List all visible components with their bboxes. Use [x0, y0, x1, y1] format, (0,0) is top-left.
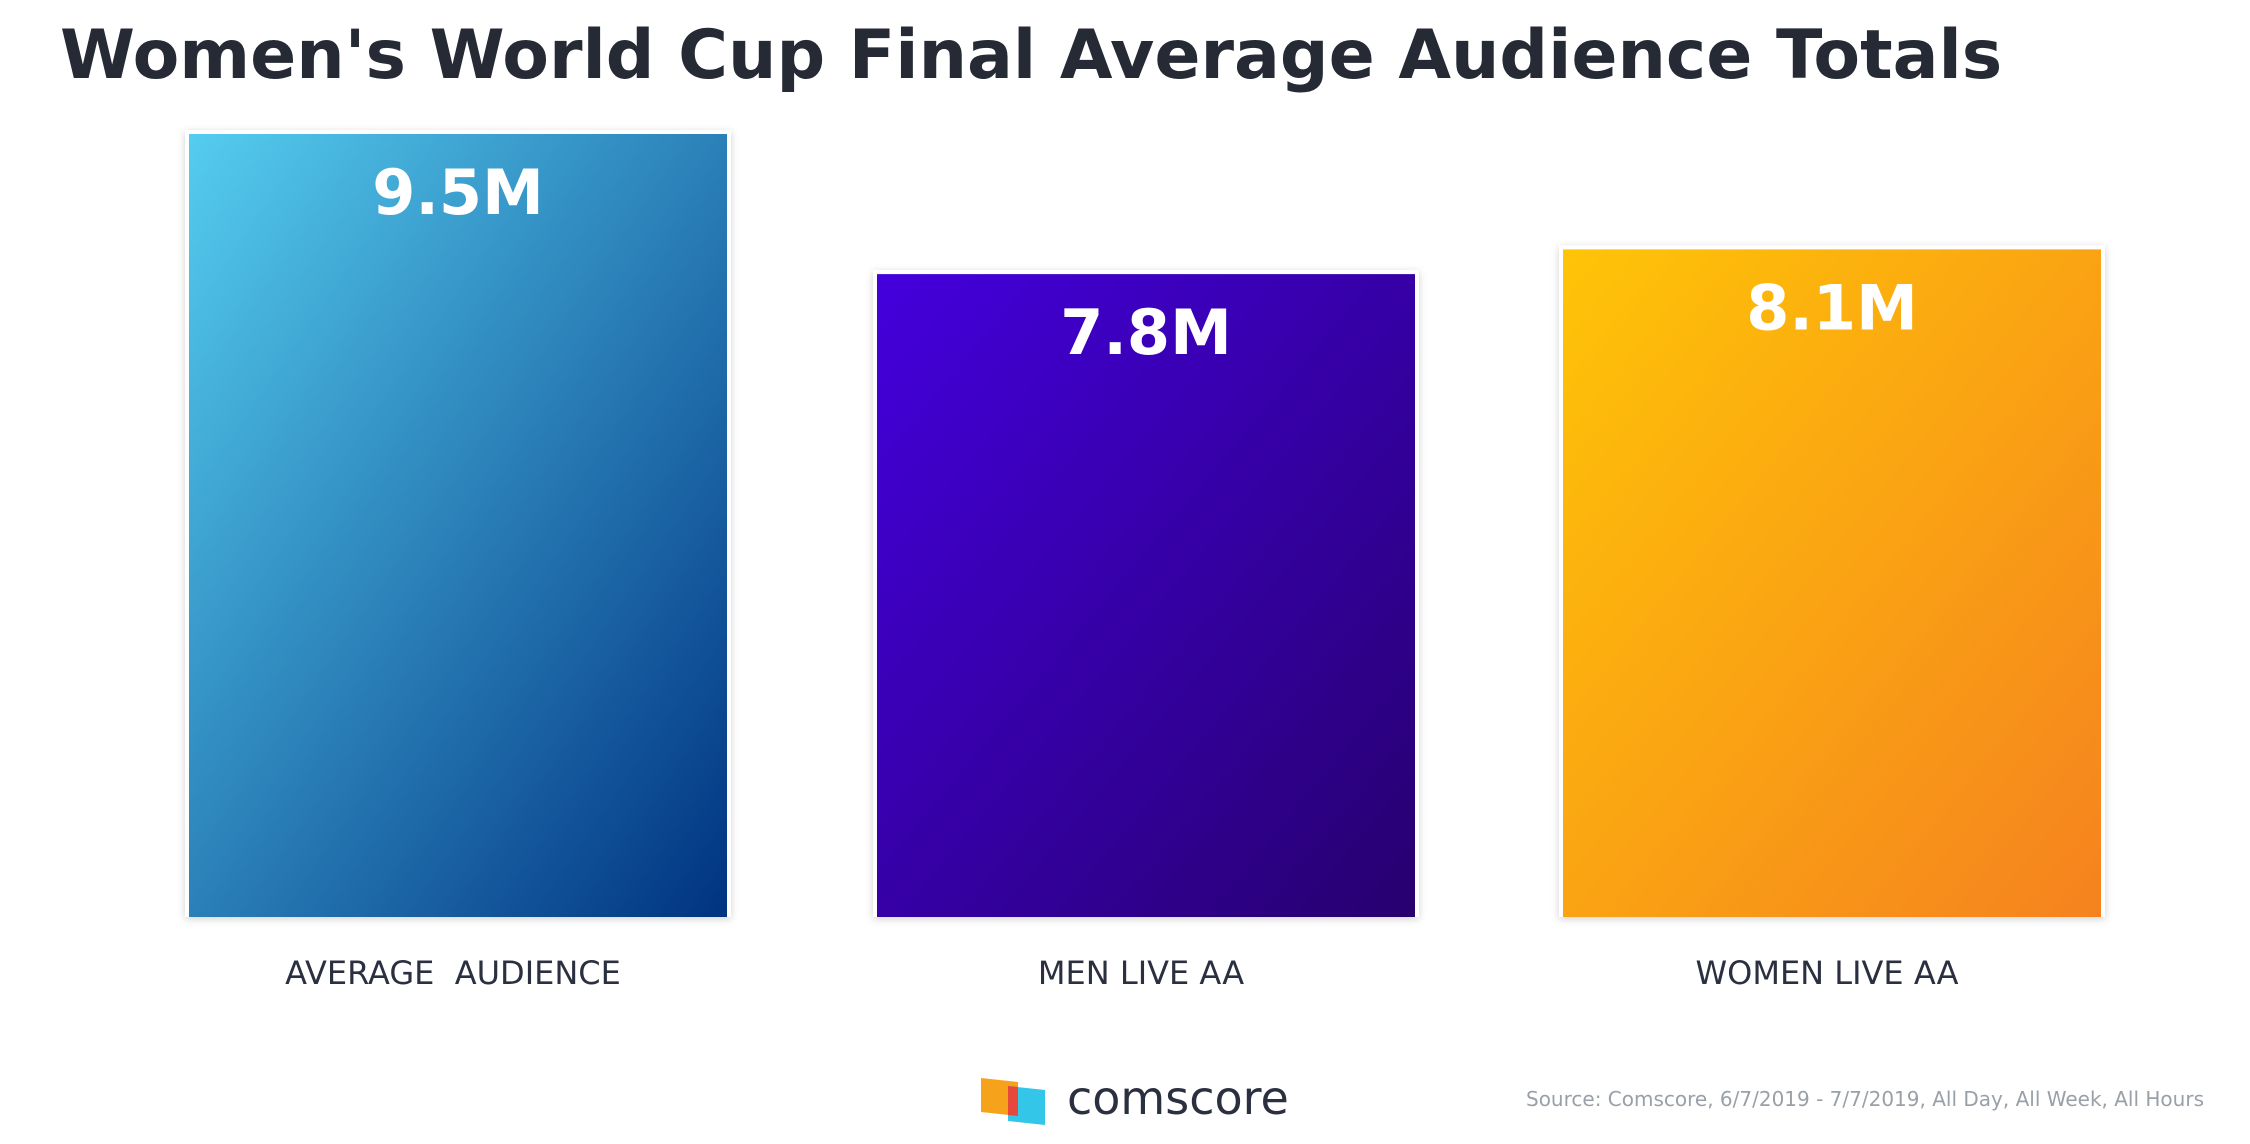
value-label: 8.1M: [1746, 271, 1918, 344]
x-tick-label: WOMEN LIVE AA: [1696, 954, 1959, 992]
x-tick-label: MEN LIVE AA: [1038, 954, 1244, 992]
logo: [981, 1078, 1045, 1125]
brand-name: comscore: [1067, 1071, 1289, 1125]
value-label: 9.5M: [372, 156, 544, 229]
chart-title: Women's World Cup Final Average Audience…: [60, 16, 2002, 95]
source-note: Source: Comscore, 6/7/2019 - 7/7/2019, A…: [1526, 1087, 2204, 1111]
bar: [877, 274, 1415, 917]
bar: [1563, 249, 2101, 918]
x-tick-label: AVERAGE AUDIENCE: [285, 954, 621, 992]
value-label: 7.8M: [1060, 296, 1232, 369]
bar: [189, 134, 727, 917]
